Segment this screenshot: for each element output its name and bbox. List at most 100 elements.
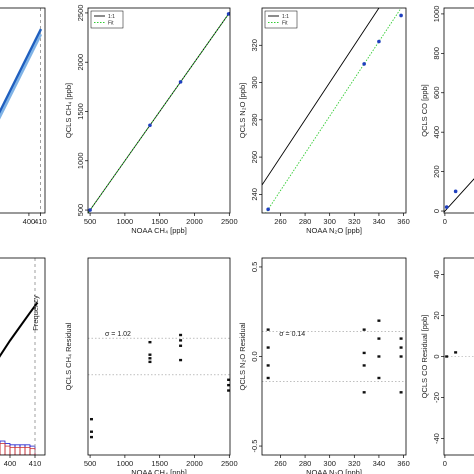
plot-area <box>262 8 403 213</box>
legend-label: Fit <box>108 20 114 26</box>
y-tick-label: 300 <box>250 76 259 89</box>
data-point <box>453 189 458 194</box>
data-point <box>227 383 230 387</box>
panel-p2: 500 1000 1500 2000 2500 500 1000 1500 2000 2500 NO… <box>64 5 238 235</box>
data-point <box>362 391 366 394</box>
x-tick-label: 1000 <box>117 217 134 226</box>
data-point <box>266 364 270 367</box>
x-axis-title: NOAA CH₄ [ppb] <box>131 226 187 235</box>
y-tick-label: -20 <box>432 392 441 403</box>
y-tick-label: 1500 <box>76 103 85 120</box>
plot-area <box>444 351 474 358</box>
panel-p7: 260 280 300 320 340 360 -0.5 0.0 0.5 NOAA N₂O [pp… <box>238 257 410 474</box>
x-tick-label: 340 <box>373 217 386 226</box>
plot-frame <box>87 257 231 456</box>
y-tick-label: 800 <box>432 47 441 60</box>
y-axis-title: QCLS CH₄ Residual <box>64 322 73 390</box>
legend-label: 1:1 <box>282 14 289 20</box>
y-tick-label: 1000 <box>76 152 85 169</box>
y-tick-label: 260 <box>250 151 259 164</box>
data-point <box>148 360 152 364</box>
plot-area <box>262 319 406 394</box>
x-tick-label: 2500 <box>221 217 238 226</box>
data-point <box>227 378 230 381</box>
y-axis-title: Frequency <box>31 295 40 331</box>
data-point <box>148 357 152 360</box>
y-axis-title: QCLS CO Residual [ppb] <box>420 315 429 399</box>
data-point <box>399 337 403 340</box>
y-tick-label: 600 <box>432 87 441 100</box>
x-tick-label: 400 <box>4 459 17 468</box>
plot-frame <box>87 7 231 214</box>
data-point <box>88 208 92 212</box>
x-tick-label: 400 <box>23 217 36 226</box>
plot-frame <box>0 7 46 214</box>
line-1to1 <box>444 178 474 213</box>
x-tick-label: 1000 <box>117 459 134 468</box>
series-line <box>0 28 43 115</box>
legend-box <box>264 10 298 29</box>
y-axis-title: QCLS N₂O Residual <box>238 322 247 390</box>
data-point <box>227 389 230 392</box>
y-tick-label: 500 <box>76 204 85 217</box>
y-tick-label: 0 <box>432 209 441 213</box>
x-tick-label: 0 <box>443 459 447 468</box>
plot-area <box>444 178 474 213</box>
x-axis-title: NOAA N₂O [ppb] <box>306 226 362 235</box>
data-point <box>377 39 381 44</box>
y-tick-label: 280 <box>250 114 259 127</box>
sigma-annotation: σ = 1.02 <box>105 331 131 338</box>
x-tick-label: 2000 <box>186 459 203 468</box>
plot-area <box>0 8 43 213</box>
data-point <box>179 358 183 362</box>
x-axis-title: NOAA N₂O [ppb] <box>306 468 362 474</box>
sigma-annotation: σ = 0.14 <box>279 331 305 338</box>
x-tick-label: 260 <box>274 459 287 468</box>
cumulative-curve <box>0 301 39 358</box>
plot-frame <box>0 257 46 456</box>
x-tick-label: 320 <box>348 459 361 468</box>
data-point <box>377 319 381 322</box>
x-tick-label: 340 <box>373 459 386 468</box>
data-point <box>399 355 403 358</box>
y-axis-title: QCLS N₂O [ppb] <box>238 83 247 138</box>
y-tick-label: 1000 <box>432 6 441 23</box>
x-tick-label: 410 <box>34 217 47 226</box>
y-tick-label: 20 <box>432 311 441 319</box>
x-tick-label: 0 <box>443 217 447 226</box>
x-tick-label: 300 <box>323 217 336 226</box>
data-point <box>148 353 152 356</box>
y-tick-label: 0.0 <box>250 351 259 361</box>
data-point <box>179 339 183 342</box>
y-tick-label: 0 <box>432 354 441 358</box>
x-tick-label: 500 <box>84 217 97 226</box>
series-line <box>0 33 43 120</box>
data-point <box>445 355 449 358</box>
legend-label: Fit <box>282 20 288 26</box>
x-tick-label: 280 <box>299 459 312 468</box>
data-point <box>377 355 381 358</box>
y-tick-label: 0.5 <box>250 262 259 272</box>
data-point <box>362 351 366 355</box>
line-fit <box>88 11 230 213</box>
data-point <box>377 376 381 380</box>
data-point <box>266 376 270 380</box>
x-tick-label: 1500 <box>151 459 168 468</box>
data-point <box>399 391 403 394</box>
data-point <box>362 328 366 331</box>
x-tick-label: 360 <box>397 217 410 226</box>
y-tick-label: 40 <box>432 270 441 278</box>
plot-frame <box>261 7 407 214</box>
panel-p5: 40041050001000015000Frequency <box>0 257 46 468</box>
y-tick-label: 320 <box>250 39 259 52</box>
x-tick-label: 2500 <box>221 459 238 468</box>
y-tick-label: 2500 <box>76 5 85 22</box>
x-tick-label: 2000 <box>186 217 203 226</box>
data-point <box>266 346 270 349</box>
data-point <box>399 13 403 18</box>
x-axis-title: NOAA CH₄ [ppb] <box>131 468 187 474</box>
